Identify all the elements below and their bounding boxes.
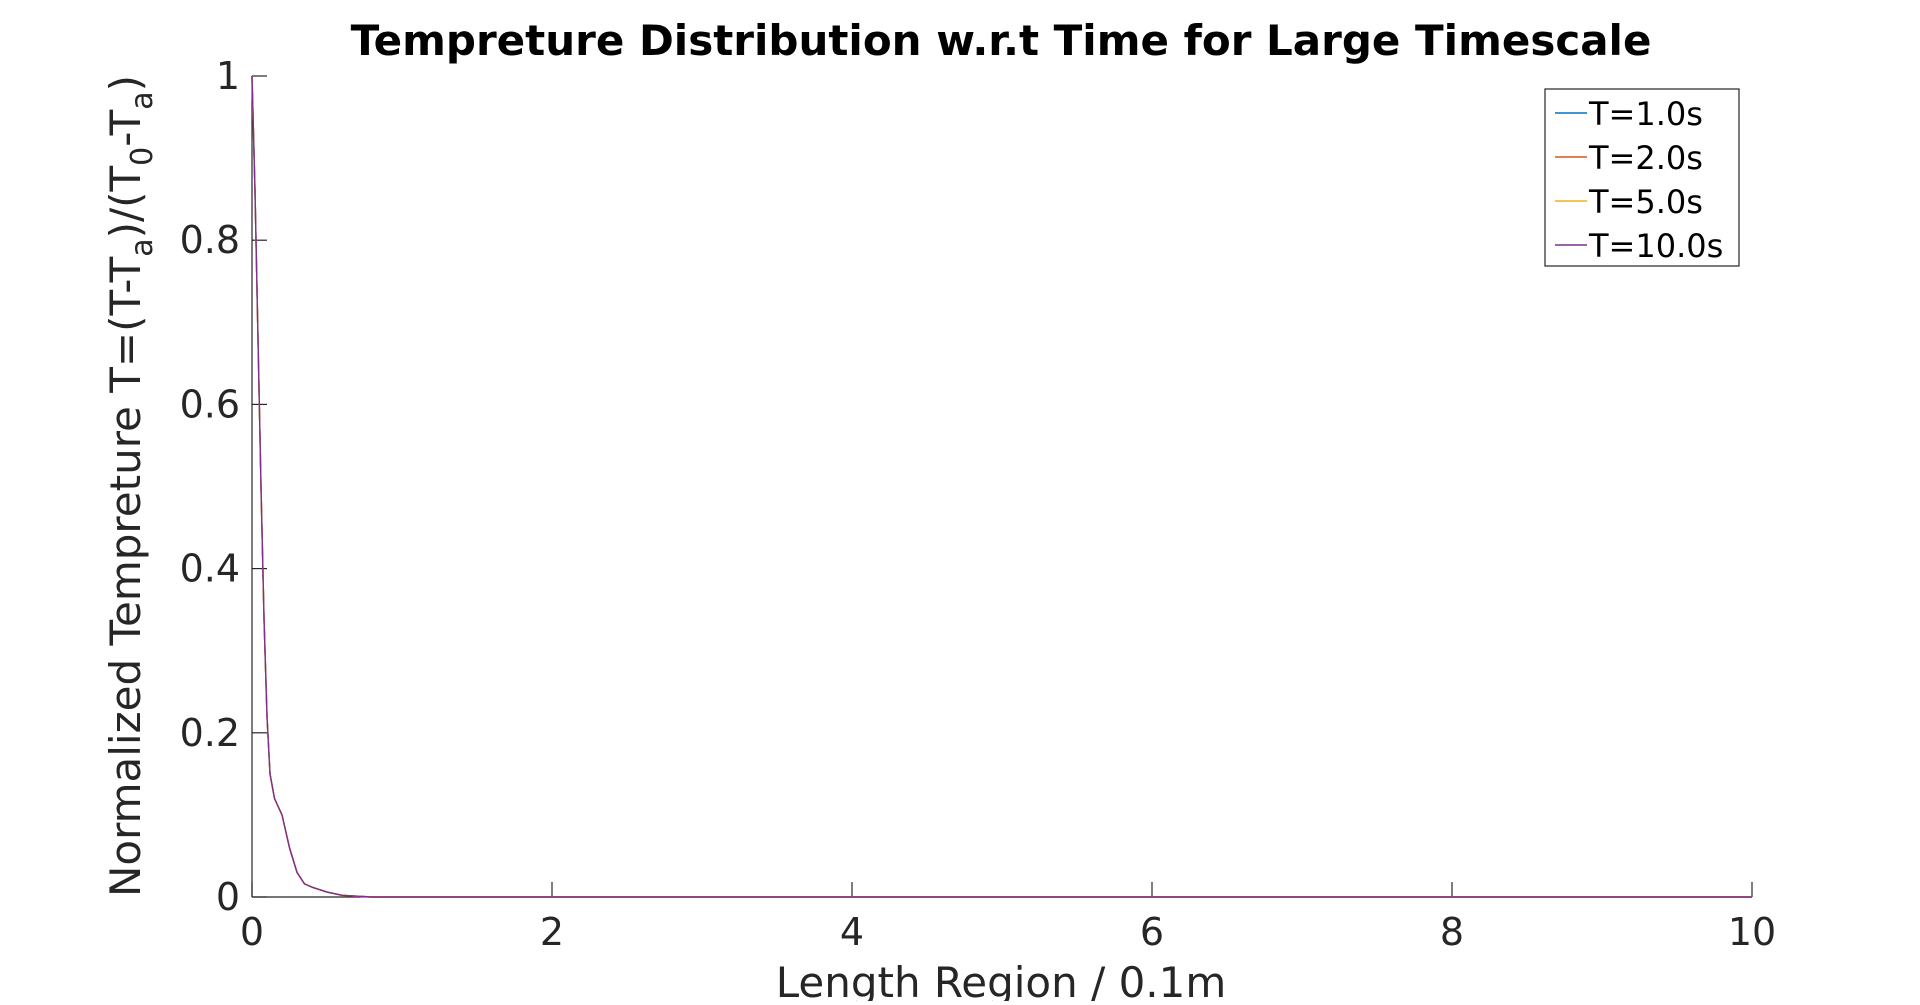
- y-axis-label-part: Normalized Tempreture T=(T-T: [101, 256, 150, 897]
- chart-title: Tempreture Distribution w.r.t Time for L…: [351, 16, 1652, 65]
- x-tick-label: 6: [1140, 910, 1164, 954]
- y-tick-label: 0.2: [180, 711, 240, 755]
- series-line: [251, 75, 1752, 898]
- x-tick-label: 4: [840, 910, 864, 954]
- x-tick-label: 0: [240, 910, 264, 954]
- legend-label: T=5.0s: [1588, 183, 1703, 221]
- legend: T=1.0s T=2.0s T=5.0s T=10.0s: [1544, 88, 1740, 267]
- legend-label: T=2.0s: [1588, 139, 1703, 177]
- y-axis-label: Normalized Tempreture T=(T-Ta)/(T0-Ta): [101, 75, 160, 897]
- y-axis-label-part: -T: [101, 109, 150, 146]
- y-axis-label-subscript: 0: [125, 147, 160, 166]
- legend-entry: T=2.0s: [1555, 139, 1703, 177]
- legend-entry: T=5.0s: [1555, 183, 1703, 221]
- legend-label: T=1.0s: [1588, 95, 1703, 133]
- x-tick-label: 10: [1728, 910, 1776, 954]
- legend-entry: T=1.0s: [1555, 95, 1703, 133]
- x-tick-label: 8: [1440, 910, 1464, 954]
- y-ticks: 0 0.2 0.4 0.6 0.8 1: [180, 54, 267, 919]
- y-axis-label-part: )/(T: [101, 165, 150, 238]
- x-ticks: 0 2 4 6 8 10: [240, 882, 1776, 954]
- y-tick-label: 1: [216, 54, 240, 98]
- legend-entry: T=10.0s: [1555, 227, 1723, 265]
- y-tick-label: 0.8: [180, 218, 240, 262]
- legend-box: [1544, 88, 1740, 267]
- y-tick-label: 0.6: [180, 382, 240, 426]
- y-axis-label-subscript: a: [125, 91, 160, 109]
- legend-label: T=10.0s: [1588, 227, 1723, 265]
- series-group: [251, 75, 1752, 898]
- y-tick-label: 0.4: [180, 547, 240, 591]
- x-axis-label: Length Region / 0.1m: [776, 958, 1227, 1001]
- y-tick-label: 0: [216, 875, 240, 919]
- x-tick-label: 2: [540, 910, 564, 954]
- y-axis-label-part: ): [101, 75, 150, 91]
- y-axis-label-subscript: a: [125, 238, 160, 256]
